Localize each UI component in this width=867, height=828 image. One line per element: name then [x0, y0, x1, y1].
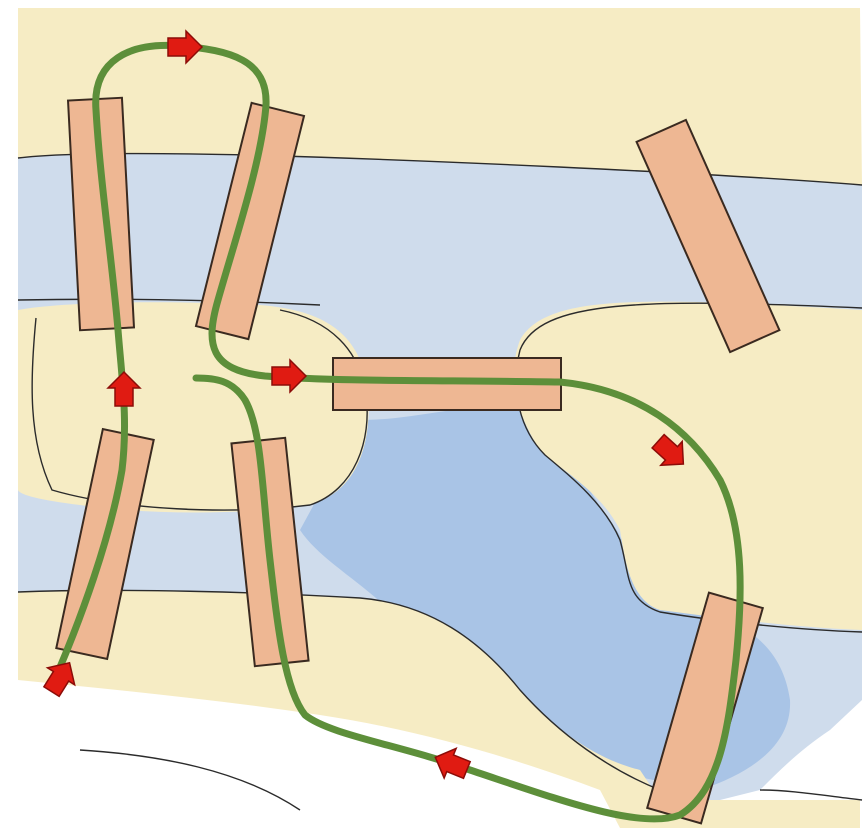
south-shore: [18, 680, 620, 828]
central-island: [18, 302, 369, 513]
arrow-bridge-middle: [271, 358, 308, 394]
coast-south-tail: [759, 789, 863, 801]
arrow-east-island: [651, 433, 685, 467]
arrow-top: [167, 29, 204, 65]
east-island: [513, 301, 862, 630]
coast-south-bank: [17, 589, 661, 791]
arrow-central-up: [106, 370, 142, 407]
coast-east-island-top: [519, 302, 863, 351]
coast-south-lower: [79, 749, 301, 811]
river-channel: [300, 407, 791, 790]
arrow-south: [434, 747, 472, 781]
arrow-start: [42, 661, 76, 698]
walking-route: [54, 41, 744, 823]
coast-north-lower: [17, 298, 321, 306]
route-arrows: [42, 29, 685, 781]
bridge-north-east: [635, 118, 781, 354]
